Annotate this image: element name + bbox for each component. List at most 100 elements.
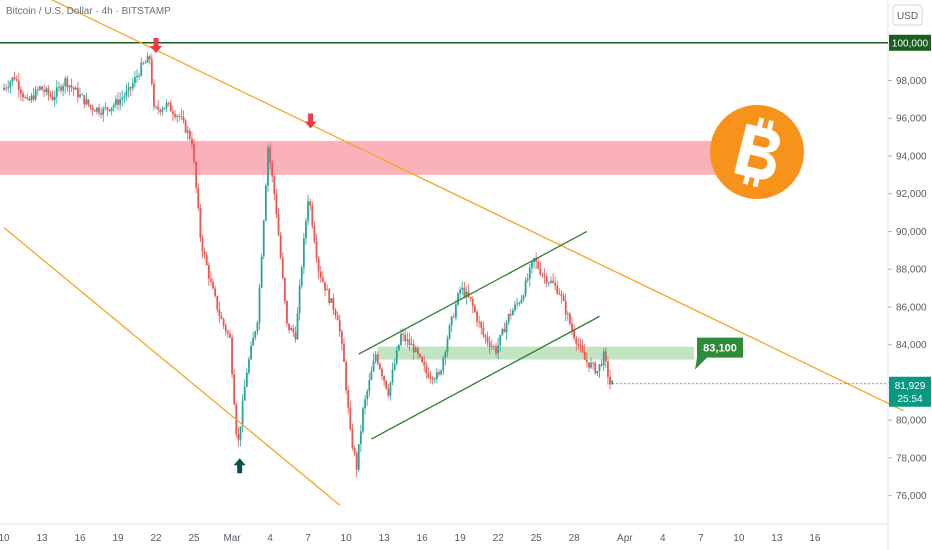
candle-body: [381, 369, 383, 377]
candle-body: [590, 362, 592, 368]
x-tick-label: Mar: [223, 533, 241, 544]
candle-body: [34, 89, 37, 100]
y-tick-label: 76,000: [896, 491, 927, 502]
candle-body: [596, 371, 599, 374]
candle-body: [296, 313, 299, 340]
candle-body: [245, 372, 248, 387]
currency-button[interactable]: USD: [892, 4, 923, 26]
candle-body: [43, 90, 46, 93]
candle-body: [328, 289, 331, 303]
y-tick-label: 80,000: [896, 416, 927, 427]
y-tick-label: 84,000: [896, 340, 927, 351]
candle-body: [26, 97, 29, 99]
candle-body: [514, 304, 516, 311]
candle-body: [136, 75, 138, 78]
candle-body: [457, 293, 459, 305]
candle-body: [531, 262, 533, 268]
candle-body: [197, 187, 200, 208]
candle-body: [19, 89, 22, 94]
candle-body: [188, 130, 191, 139]
candle-body: [87, 99, 90, 105]
candle-body: [231, 337, 233, 375]
candle-body: [3, 87, 5, 90]
candle-body: [68, 85, 71, 88]
candle-body: [454, 304, 457, 318]
candle-body: [70, 85, 73, 88]
candle-body: [161, 109, 164, 112]
candle-body: [180, 116, 183, 118]
candle-body: [311, 205, 314, 226]
candle-body: [243, 386, 246, 401]
candle-body: [526, 278, 529, 281]
candle-body: [556, 285, 559, 294]
resistance-zone: [0, 140, 720, 175]
candle-body: [302, 238, 305, 268]
candle-body: [233, 374, 236, 405]
candle-body: [465, 291, 468, 297]
candle-body: [326, 289, 328, 291]
candle-body: [480, 321, 483, 328]
candle-body: [277, 214, 280, 236]
time-axis[interactable]: 10 13 16 19 22 25 Mar 4 7 10 13 16 19 22 25 28 Apr 4 7 10 13…: [0, 533, 821, 544]
x-tick-label: 22: [493, 533, 505, 544]
candle-body: [433, 379, 436, 380]
candle-body: [522, 295, 525, 300]
candle-body: [309, 201, 312, 206]
candle-body: [463, 287, 466, 297]
candle-body: [602, 351, 605, 366]
candle-body: [288, 323, 290, 331]
candle-body: [106, 107, 109, 110]
candle-body: [182, 116, 185, 121]
candle-body: [347, 390, 350, 408]
candle-body: [226, 331, 229, 334]
candle-body: [117, 99, 119, 105]
currency-label: USD: [897, 11, 918, 22]
candle-body: [507, 313, 510, 323]
y-tick-label: 90,000: [896, 227, 927, 238]
candle-body: [552, 280, 554, 283]
candle-body: [440, 370, 443, 375]
candle-body: [535, 258, 538, 262]
candle-body: [148, 56, 151, 60]
candle-body: [376, 354, 379, 364]
candle-body: [108, 109, 111, 111]
candle-body: [448, 325, 451, 339]
candle-body: [402, 333, 405, 335]
candle-body: [283, 277, 286, 301]
candle-body: [176, 115, 179, 118]
candle-body: [286, 300, 288, 324]
candle-body: [503, 328, 506, 333]
candle-body: [248, 359, 250, 373]
candle-body: [550, 280, 552, 283]
candle-body: [425, 365, 428, 374]
candle-body: [364, 399, 366, 409]
candle-body: [562, 295, 565, 301]
candle-body: [163, 107, 166, 110]
y-tick-label: 96,000: [896, 114, 927, 125]
candle-body: [169, 103, 172, 112]
candle-body: [372, 360, 375, 372]
candle-body: [60, 86, 62, 91]
candle-body: [11, 77, 14, 82]
candle-body: [216, 295, 219, 310]
candle-body: [269, 147, 271, 163]
candle-body: [36, 89, 39, 91]
candle-body: [560, 294, 563, 296]
x-tick-label: 13: [771, 533, 783, 544]
candle-body: [484, 335, 487, 338]
candle-body: [24, 97, 27, 98]
candle-body: [203, 251, 206, 255]
candle-body: [17, 80, 20, 90]
support-zone: [377, 346, 694, 360]
candle-body: [471, 298, 474, 307]
x-tick-label: 4: [660, 533, 666, 544]
candle-body: [383, 376, 385, 381]
candle-body: [47, 88, 50, 95]
candle-body: [512, 310, 514, 316]
x-tick-label: 13: [379, 533, 391, 544]
candle-body: [315, 241, 318, 259]
candle-body: [395, 350, 398, 364]
current-price-tag: [889, 376, 931, 407]
candle-body: [594, 362, 597, 374]
